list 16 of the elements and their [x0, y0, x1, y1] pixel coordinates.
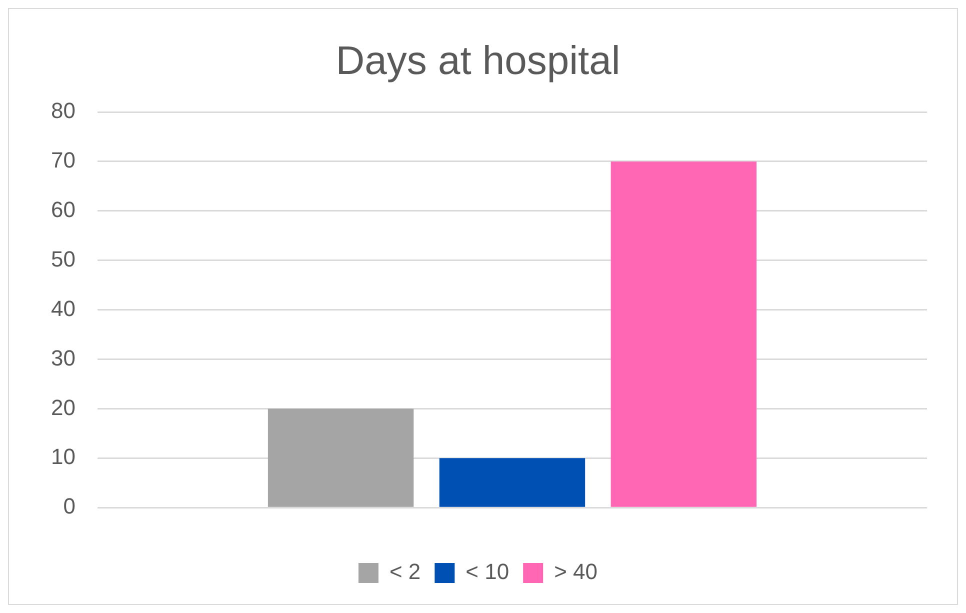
legend-label: < 10: [466, 559, 510, 584]
y-tick-label: 50: [50, 246, 76, 272]
chart-title: Days at hospital: [336, 39, 620, 84]
legend-label: < 2: [389, 559, 421, 584]
y-tick-label: 60: [50, 196, 76, 222]
y-tick-label: 70: [50, 148, 76, 173]
legend-label: > 40: [554, 559, 598, 584]
y-tick-label: 30: [50, 345, 76, 370]
y-tick-label: 80: [50, 98, 76, 124]
y-tick-label: 20: [50, 394, 76, 420]
bar: [439, 458, 586, 507]
bar: [610, 161, 757, 507]
bar: [268, 408, 414, 507]
y-tick-label: 10: [50, 444, 76, 470]
y-tick-label: 40: [50, 296, 76, 321]
y-tick-label: 0: [63, 494, 76, 519]
